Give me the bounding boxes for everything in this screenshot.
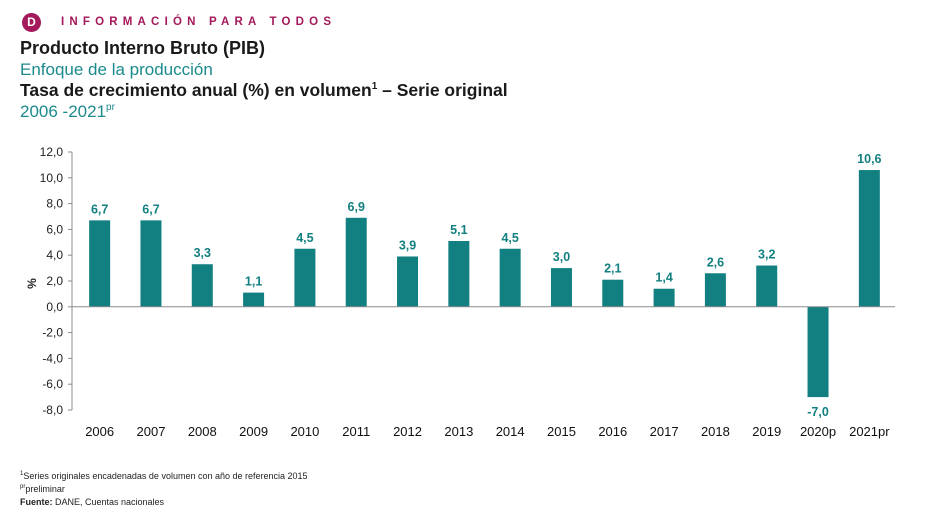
bar: [191, 264, 213, 307]
bar: [499, 248, 521, 307]
data-label: 4,5: [296, 231, 313, 245]
x-tick-label: 2011: [342, 424, 370, 439]
bar: [294, 248, 316, 307]
bar: [807, 306, 829, 398]
x-tick-label: 2012: [393, 424, 422, 439]
bar: [89, 220, 111, 307]
footnote-1-text: Series originales encadenadas de volumen…: [23, 471, 308, 481]
data-label: 1,4: [655, 271, 672, 285]
bar: [448, 241, 470, 307]
data-label: 2,6: [707, 255, 724, 269]
y-tick-label: 0,0: [46, 300, 63, 314]
y-tick-label: -4,0: [42, 351, 63, 365]
x-tick-label: 2006: [85, 424, 114, 439]
title-block: Producto Interno Bruto (PIB) Enfoque de …: [20, 38, 508, 122]
chart-heading: Tasa de crecimiento anual (%) en volumen…: [20, 80, 508, 101]
x-tick-label: 2018: [701, 424, 730, 439]
data-label: 6,7: [91, 202, 108, 216]
y-axis-title: %: [25, 278, 39, 289]
source-note: Fuente: DANE, Cuentas nacionales: [20, 496, 308, 509]
y-tick-label: -6,0: [42, 377, 63, 391]
footnote-1: 1Series originales encadenadas de volume…: [20, 470, 308, 483]
data-label: 4,5: [501, 231, 518, 245]
bar: [704, 273, 726, 307]
data-label: 2,1: [604, 262, 621, 276]
bar: [243, 292, 265, 307]
x-tick-label: 2020p: [800, 424, 836, 439]
chart-period: 2006 -2021pr: [20, 101, 508, 122]
y-tick-label: 8,0: [46, 197, 63, 211]
chart-title: Producto Interno Bruto (PIB): [20, 38, 265, 58]
brand-header: D INFORMACIÓN PARA TODOS: [22, 10, 336, 34]
x-tick-label: 2008: [188, 424, 217, 439]
heading-footnote-marker: 1: [371, 81, 378, 92]
period-text: 2006 -2021: [20, 102, 107, 121]
bar-chart: 12,0 10,0 8,0 6,0 4,0 2,0 0,0 -2,0 -4,0 -6,0 -8,0%…: [25, 145, 895, 439]
data-label: 3,3: [194, 246, 211, 260]
data-label: 5,1: [450, 223, 467, 237]
data-label: -7,0: [807, 405, 829, 419]
x-tick-label: 2016: [598, 424, 627, 439]
data-label: 6,9: [348, 200, 365, 214]
bar: [756, 265, 778, 307]
tagline: INFORMACIÓN PARA TODOS: [61, 16, 337, 28]
x-tick-label: 2014: [496, 424, 525, 439]
y-tick-label: 4,0: [46, 248, 63, 262]
source-text: DANE, Cuentas nacionales: [52, 497, 165, 507]
bar: [550, 268, 572, 307]
bar: [140, 220, 162, 307]
x-tick-label: 2009: [239, 424, 268, 439]
x-tick-label: 2010: [290, 424, 319, 439]
heading-suffix: – Serie original: [377, 80, 508, 100]
data-label: 3,2: [758, 248, 775, 262]
bar: [602, 279, 624, 307]
period-sup: pr: [106, 102, 115, 113]
data-label: 10,6: [857, 152, 881, 166]
bar: [653, 288, 675, 307]
x-tick-label: 2007: [137, 424, 166, 439]
bar: [397, 256, 419, 307]
footnote-2-marker: pr: [20, 484, 26, 490]
chart-subtitle: Enfoque de la producción: [20, 60, 213, 79]
bar: [858, 170, 880, 307]
y-tick-label: 12,0: [40, 145, 64, 159]
footnotes: 1Series originales encadenadas de volume…: [20, 470, 308, 509]
data-label: 3,0: [553, 250, 570, 264]
heading-text: Tasa de crecimiento anual (%) en volumen: [20, 80, 372, 100]
data-label: 3,9: [399, 238, 416, 252]
footnote-2: prpreliminar: [20, 483, 308, 496]
x-tick-label: 2013: [444, 424, 473, 439]
x-tick-label: 2017: [650, 424, 679, 439]
data-label: 6,7: [142, 202, 159, 216]
y-tick-label: 6,0: [46, 222, 63, 236]
source-label: Fuente:: [20, 497, 53, 507]
bar: [345, 217, 367, 307]
x-tick-label: 2015: [547, 424, 576, 439]
x-tick-label: 2021pr: [849, 424, 890, 439]
y-tick-label: 10,0: [40, 171, 64, 185]
footnote-2-text: preliminar: [25, 484, 65, 494]
y-tick-label: -2,0: [42, 326, 63, 340]
data-label: 1,1: [245, 275, 262, 289]
x-tick-label: 2019: [752, 424, 781, 439]
footnote-1-marker: 1: [20, 471, 24, 477]
y-tick-label: -8,0: [42, 403, 63, 417]
y-tick-label: 2,0: [46, 274, 63, 288]
dane-logo: D: [22, 12, 41, 32]
